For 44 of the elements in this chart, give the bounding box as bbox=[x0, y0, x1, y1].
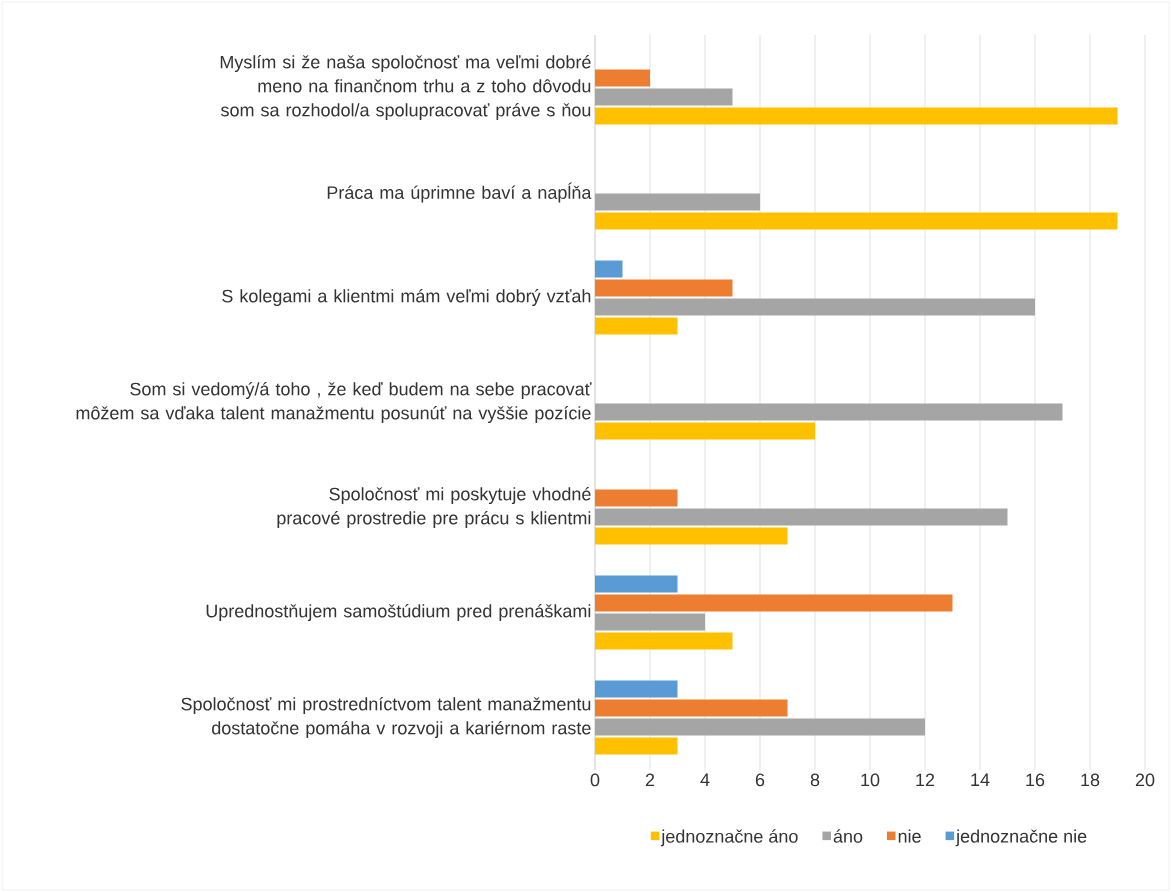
bar bbox=[595, 613, 705, 631]
bar bbox=[595, 107, 1118, 125]
x-tick-label: 8 bbox=[810, 773, 820, 787]
bar bbox=[595, 279, 733, 297]
y-tick-label: Spoločnosť mi poskytuje vhodné pracové prostredie pre prácu s klientmi bbox=[277, 487, 591, 528]
y-tick-label: Som si vedomý/á toho , že keď budem na sebe pracovať môžem sa vďaka talent manažmentu posunúť na vyššie pozície bbox=[76, 382, 592, 423]
x-tick-label: 14 bbox=[971, 773, 990, 786]
bar bbox=[595, 527, 788, 545]
bar bbox=[595, 594, 953, 612]
bar bbox=[595, 193, 760, 211]
y-tick-label: Spoločnosť mi prostredníctvom talent manažmentu dostatočne pomáha v rozvoji a kariérnom raste bbox=[181, 697, 591, 738]
bar bbox=[595, 69, 650, 87]
bar bbox=[595, 699, 788, 717]
legend-label: nie bbox=[898, 829, 921, 843]
bar bbox=[595, 403, 1063, 421]
x-tick-label: 20 bbox=[1135, 773, 1155, 787]
x-tick-label: 12 bbox=[916, 773, 935, 787]
y-tick-label: Uprednostňujem samoštúdium pred prenáškami bbox=[206, 604, 591, 621]
bar bbox=[595, 575, 678, 593]
bar bbox=[595, 88, 733, 106]
y-tick-label: S kolegami a klientmi mám veľmi dobrý vzťah bbox=[222, 289, 591, 306]
bar bbox=[595, 317, 678, 335]
x-tick-label: 0 bbox=[590, 773, 600, 787]
bar bbox=[595, 489, 678, 507]
x-tick-label: 10 bbox=[861, 773, 880, 787]
x-tick-label: 6 bbox=[755, 773, 765, 787]
y-tick-label: Myslím si že naša spoločnosť ma veľmi dobré meno na finančnom trhu a z toho dôvodu som sa rozhodol/a spolupracovať práve s ňou bbox=[220, 55, 591, 120]
bar bbox=[595, 737, 678, 755]
bar bbox=[595, 260, 623, 278]
legend-label: jednoznačne nie bbox=[955, 829, 1087, 847]
bar bbox=[595, 508, 1008, 526]
bar bbox=[595, 422, 815, 440]
bar bbox=[595, 212, 1118, 230]
bar bbox=[595, 680, 678, 698]
bar bbox=[595, 298, 1035, 316]
x-tick-label: 4 bbox=[700, 773, 710, 786]
bar bbox=[595, 632, 733, 650]
x-tick-label: 16 bbox=[1026, 773, 1045, 787]
x-tick-label: 2 bbox=[645, 773, 655, 787]
y-tick-label: Práca ma úprimne baví a napĺňa bbox=[327, 182, 592, 203]
bar bbox=[595, 718, 925, 736]
legend-label: jednoznačne áno bbox=[660, 829, 798, 847]
x-tick-label: 18 bbox=[1081, 773, 1100, 787]
legend-label: áno bbox=[833, 829, 863, 843]
